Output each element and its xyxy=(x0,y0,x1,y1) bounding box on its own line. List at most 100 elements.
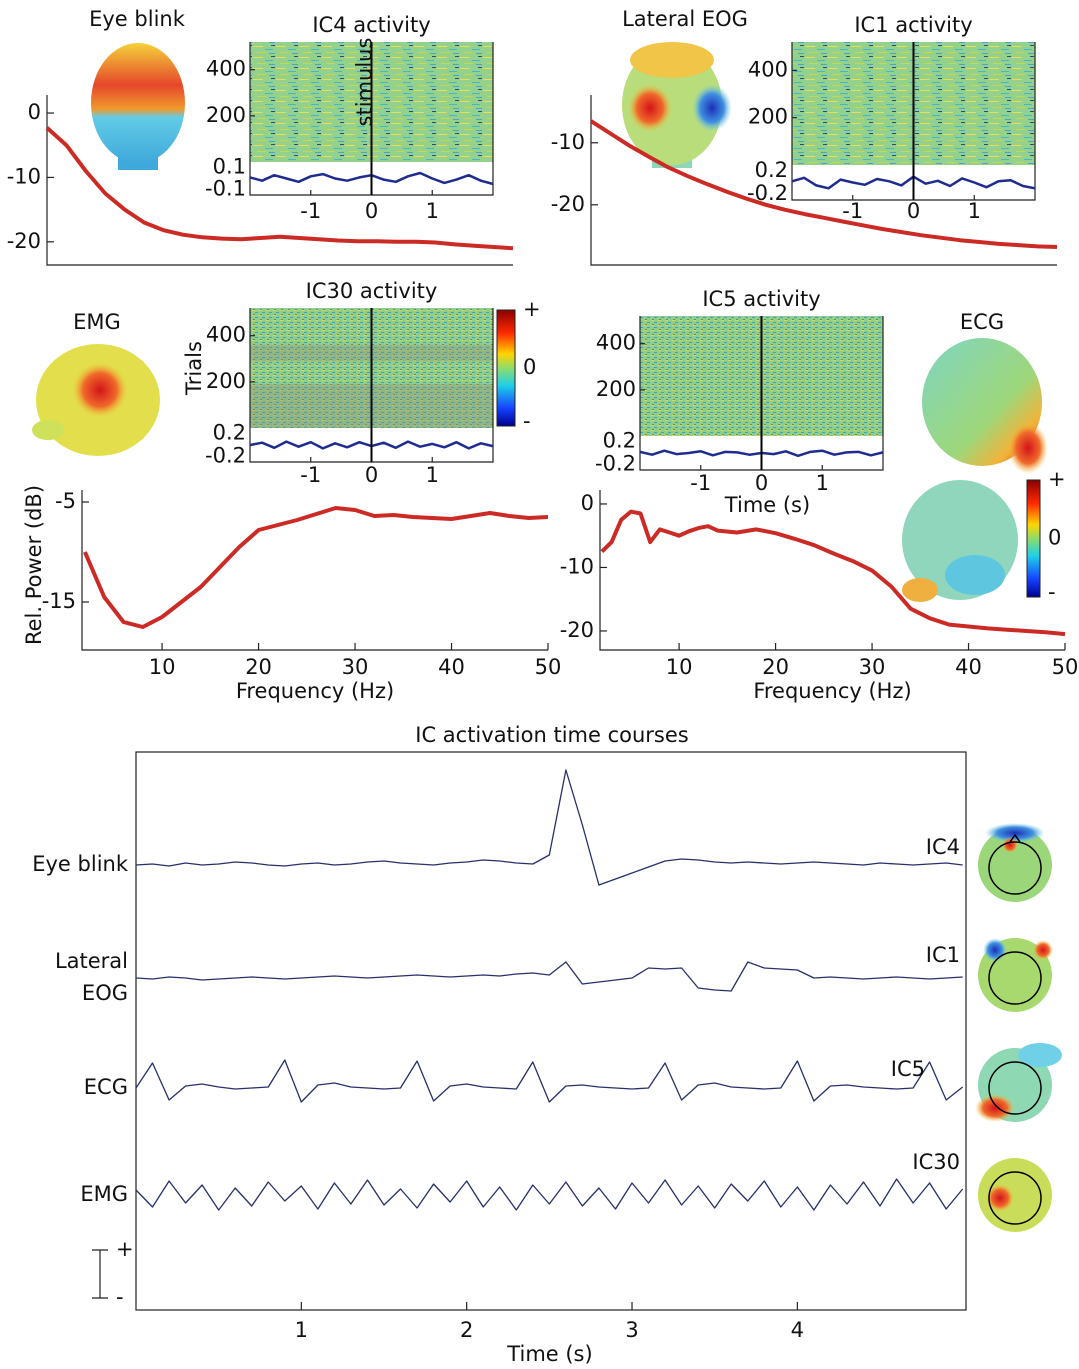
y-tick-label: 0 xyxy=(28,100,41,124)
spectrum-line xyxy=(589,119,1058,249)
inset-title: IC1 activity xyxy=(854,13,972,37)
erp-x-tick-label: 0 xyxy=(365,463,378,487)
x-tick-label: 2 xyxy=(460,1318,473,1342)
component-label: IC4 xyxy=(926,835,960,859)
erp-x-tick-label: -1 xyxy=(690,471,711,495)
component-label: IC30 xyxy=(912,1150,960,1174)
head-lateral-eog xyxy=(622,42,732,168)
x-tick-label: 4 xyxy=(791,1318,804,1342)
x-tick-label: 50 xyxy=(535,655,562,679)
spectrum-line xyxy=(600,509,1066,637)
trials-tick-label: 200 xyxy=(206,369,246,393)
head-eye-blink xyxy=(91,43,185,170)
trials-tick-label: 200 xyxy=(596,377,636,401)
trials-tick-label: 200 xyxy=(748,105,788,129)
x-axis-label: Time (s) xyxy=(506,1342,592,1366)
axes xyxy=(81,490,548,651)
colorbar-label: + xyxy=(523,297,541,321)
colorbar xyxy=(496,309,516,427)
colorbar-label: 0 xyxy=(1048,526,1061,550)
erp-x-tick-label: -1 xyxy=(300,463,321,487)
plot-frame xyxy=(135,751,967,1311)
x-tick-label: 3 xyxy=(625,1318,638,1342)
colorbar-label: - xyxy=(1048,580,1056,604)
trace-label: Lateral xyxy=(55,949,128,973)
y-tick-label: -10 xyxy=(7,164,41,188)
topomap-ic1 xyxy=(978,938,1053,1012)
panel-title: Lateral EOG xyxy=(622,7,748,31)
ic-trace xyxy=(135,769,963,886)
trace-label: EOG xyxy=(82,981,128,1005)
inset-title: IC5 activity xyxy=(702,287,820,311)
x-tick-label: 10 xyxy=(149,655,176,679)
erp-x-tick-label: -1 xyxy=(842,199,863,223)
stimulus-label: stimulus xyxy=(353,38,377,127)
panel-title: Eye blink xyxy=(89,7,186,31)
panel-title: ECG xyxy=(960,310,1004,334)
scale-bar xyxy=(92,1249,108,1299)
trace-label: Eye blink xyxy=(32,852,129,876)
scale-label: + xyxy=(116,1237,134,1261)
ic-trace xyxy=(135,1059,964,1103)
y-tick-label: -20 xyxy=(551,192,585,216)
trace-label: EMG xyxy=(80,1182,128,1206)
component-label: IC1 xyxy=(926,943,960,967)
spectrum-line xyxy=(45,126,514,251)
colorbar-label: + xyxy=(1048,467,1066,491)
x-tick-label: 50 xyxy=(1052,655,1079,679)
scale-label: - xyxy=(116,1285,124,1309)
x-tick-label: 40 xyxy=(955,655,982,679)
y-tick-label: -10 xyxy=(560,554,594,578)
panel-title: EMG xyxy=(73,310,121,334)
colorbar-label: 0 xyxy=(523,355,536,379)
inset-title: IC4 activity xyxy=(312,13,430,37)
erp-x-tick-label: 1 xyxy=(426,199,439,223)
erp-x-tick-label: 0 xyxy=(907,199,920,223)
erp-x-tick-label: 1 xyxy=(968,199,981,223)
y-tick-label: -15 xyxy=(42,589,76,613)
erp-x-tick-label: 0 xyxy=(365,199,378,223)
ic-trace xyxy=(135,1178,964,1211)
trials-tick-label: 400 xyxy=(748,57,788,81)
erp-tick-label: 0.2 xyxy=(603,429,636,453)
ic-trace xyxy=(135,961,963,992)
colorbar xyxy=(1026,479,1041,598)
erp-tick-label: 0.2 xyxy=(755,158,788,182)
erp-tick-label: -0.2 xyxy=(205,443,246,467)
erp-tick-label: -0.2 xyxy=(747,181,788,205)
x-tick-label: 30 xyxy=(859,655,886,679)
axes xyxy=(599,490,1065,651)
component-label: IC5 xyxy=(891,1057,925,1081)
x-tick-label: 1 xyxy=(295,1318,308,1342)
colorbar-label: - xyxy=(523,409,531,433)
trace-label: ECG xyxy=(84,1075,128,1099)
topomap-ic4 xyxy=(978,823,1052,902)
y-tick-label: -10 xyxy=(551,130,585,154)
y-tick-label: -20 xyxy=(7,229,41,253)
erp-tick-label: -0.2 xyxy=(595,451,636,475)
x-axis-label: Frequency (Hz) xyxy=(236,679,394,703)
erp-tick-label: 0.2 xyxy=(213,421,246,445)
spectrum-line xyxy=(83,506,549,629)
topomap-ic5 xyxy=(975,1043,1062,1122)
erp-x-tick-label: 1 xyxy=(426,463,439,487)
y-tick-label: 0 xyxy=(581,491,594,515)
topomap-ic30 xyxy=(978,1158,1052,1232)
trials-tick-label: 400 xyxy=(596,331,636,355)
trials-tick-label: 400 xyxy=(206,57,246,81)
head-ecg xyxy=(902,338,1048,602)
erp-x-tick-label: 0 xyxy=(755,471,768,495)
y-tick-label: -5 xyxy=(55,489,76,513)
y-tick-label: -20 xyxy=(560,618,594,642)
inset-title: IC30 activity xyxy=(306,279,438,303)
erp-x-tick-label: -1 xyxy=(300,199,321,223)
erp-x-label: Time (s) xyxy=(724,493,810,517)
erp-tick-label: 0.1 xyxy=(213,155,246,179)
axes xyxy=(590,95,1057,266)
erp-x-tick-label: 1 xyxy=(816,471,829,495)
trials-tick-label: 200 xyxy=(206,103,246,127)
x-axis-label: Frequency (Hz) xyxy=(753,679,911,703)
head-emg xyxy=(32,344,160,456)
x-tick-label: 20 xyxy=(762,655,789,679)
